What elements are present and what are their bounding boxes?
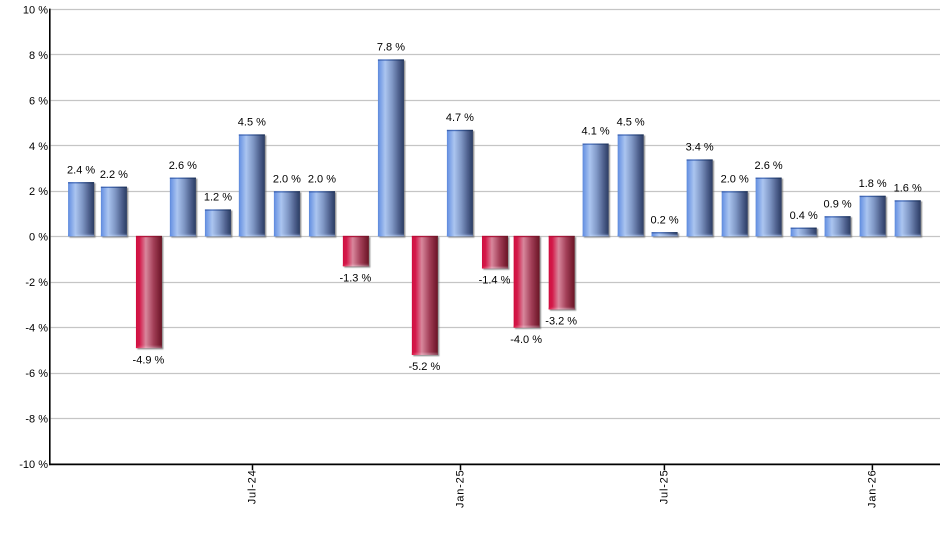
svg-text:-6 %: -6 %	[25, 368, 48, 380]
svg-text:-3.2 %: -3.2 %	[545, 316, 577, 328]
svg-text:2.6 %: 2.6 %	[755, 160, 783, 172]
svg-text:1.6 %: 1.6 %	[894, 183, 922, 195]
svg-text:Jul-25: Jul-25	[659, 470, 671, 505]
svg-text:4 %: 4 %	[29, 141, 48, 153]
svg-text:2.4 %: 2.4 %	[67, 164, 95, 176]
svg-text:0 %: 0 %	[29, 232, 48, 244]
svg-text:-8 %: -8 %	[25, 414, 48, 426]
svg-text:10 %: 10 %	[23, 4, 48, 16]
svg-text:Jan-26: Jan-26	[867, 470, 879, 508]
svg-text:4.7 %: 4.7 %	[446, 112, 474, 124]
svg-text:-1.3 %: -1.3 %	[339, 272, 371, 284]
svg-text:0.4 %: 0.4 %	[790, 210, 818, 222]
svg-text:-2 %: -2 %	[25, 277, 48, 289]
svg-text:1.2 %: 1.2 %	[204, 192, 232, 204]
svg-text:3.4 %: 3.4 %	[686, 142, 714, 154]
svg-text:7.8 %: 7.8 %	[377, 42, 405, 54]
svg-text:2.6 %: 2.6 %	[169, 160, 197, 172]
svg-text:2.0 %: 2.0 %	[273, 173, 301, 185]
svg-text:0.9 %: 0.9 %	[824, 198, 852, 210]
svg-text:-4.9 %: -4.9 %	[133, 354, 165, 366]
svg-text:-5.2 %: -5.2 %	[408, 361, 440, 373]
svg-text:Jan-25: Jan-25	[455, 470, 467, 508]
svg-text:1.8 %: 1.8 %	[859, 178, 887, 190]
svg-text:2.0 %: 2.0 %	[308, 173, 336, 185]
svg-text:2.2 %: 2.2 %	[100, 169, 128, 181]
svg-text:-4.0 %: -4.0 %	[510, 334, 542, 346]
svg-text:8 %: 8 %	[29, 50, 48, 62]
svg-text:-1.4 %: -1.4 %	[479, 275, 511, 287]
svg-text:2.0 %: 2.0 %	[721, 173, 749, 185]
svg-text:Jul-24: Jul-24	[247, 470, 259, 505]
svg-text:-4 %: -4 %	[25, 323, 48, 335]
svg-text:6 %: 6 %	[29, 95, 48, 107]
svg-text:2 %: 2 %	[29, 186, 48, 198]
svg-text:4.5 %: 4.5 %	[238, 117, 266, 129]
svg-text:4.1 %: 4.1 %	[582, 126, 610, 138]
svg-text:-10 %: -10 %	[19, 459, 48, 471]
svg-text:4.5 %: 4.5 %	[617, 117, 645, 129]
svg-text:0.2 %: 0.2 %	[651, 214, 679, 226]
